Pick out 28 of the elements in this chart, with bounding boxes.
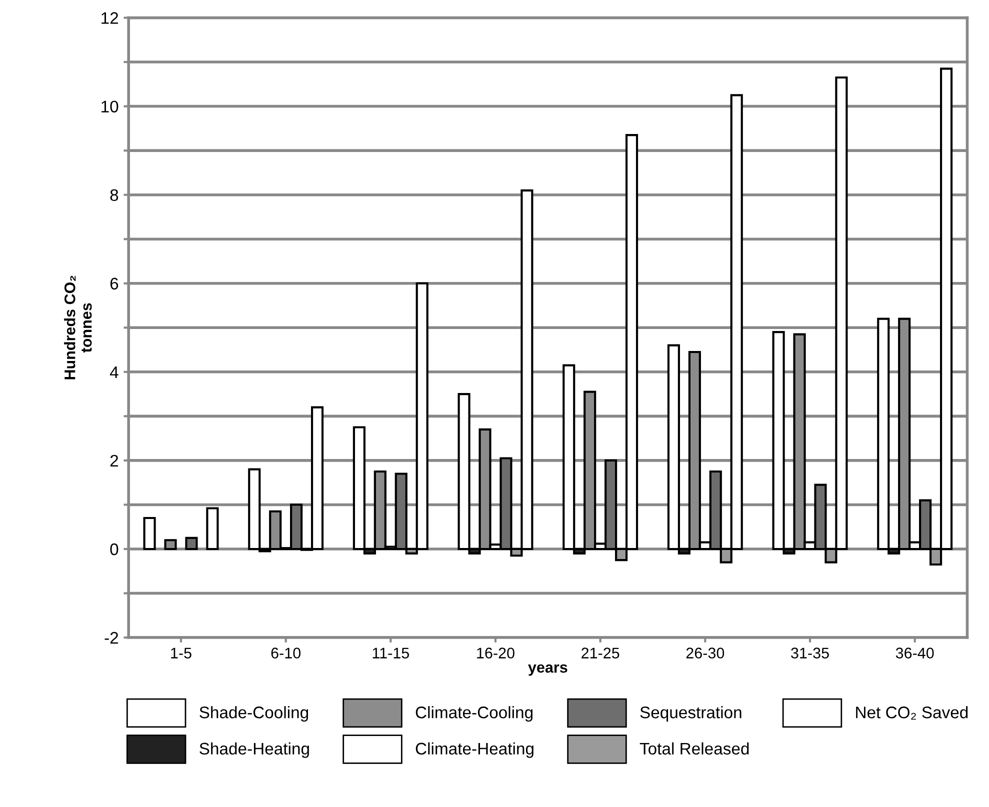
legend-label: Net CO₂ Saved: [856, 706, 968, 720]
legend-label: Climate-Heating: [416, 742, 534, 758]
legend-label: Shade-Cooling: [200, 706, 308, 722]
bar: [185, 536, 198, 550]
x-tick-label: 26-30: [686, 648, 724, 658]
x-tick-label: 1-5: [171, 648, 192, 658]
y-tick-label: 4: [110, 366, 118, 378]
x-tick-label: 31-35: [791, 648, 829, 658]
x-tick-label: 36-40: [896, 648, 934, 658]
x-tick-label: 16-20: [477, 648, 514, 658]
y-tick-label: -2: [104, 632, 118, 644]
y-tick-label: 12: [102, 12, 118, 24]
legend-label: Sequestration: [640, 706, 742, 722]
bar: [143, 516, 156, 550]
y-tick-label: 0: [110, 543, 118, 556]
y-tick-label: 8: [110, 189, 118, 202]
x-axis-title: years: [528, 664, 568, 676]
legend-label: Climate-Cooling: [416, 706, 532, 722]
y-tick-label: 6: [110, 278, 118, 290]
bar: [206, 507, 219, 550]
legend-label: Total Released: [640, 742, 749, 755]
y-axis-title: Hundreds CO₂ tonnes: [64, 276, 92, 380]
x-tick-label: 11-15: [372, 648, 409, 658]
y-tick-label: 2: [110, 454, 118, 466]
x-tick-label: 21-25: [582, 648, 620, 658]
y-tick-label: 10: [102, 100, 118, 112]
x-tick-label: 6-10: [271, 648, 301, 658]
legend-label: Shade-Heating: [200, 742, 309, 758]
